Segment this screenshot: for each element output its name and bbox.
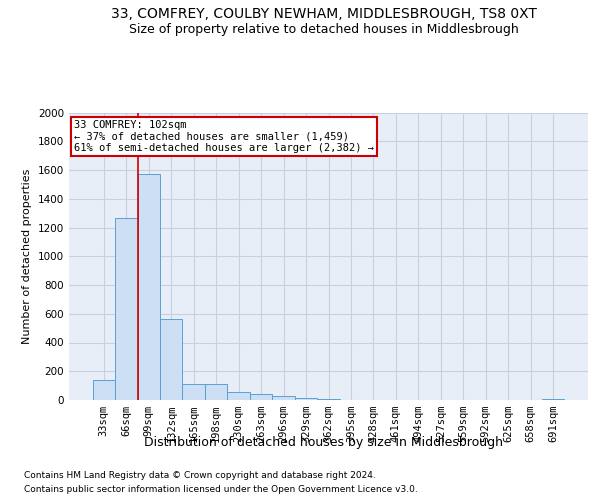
Text: Contains public sector information licensed under the Open Government Licence v3: Contains public sector information licen… [24, 484, 418, 494]
Bar [182, 384, 205, 400]
Bar [227, 392, 250, 400]
Bar [92, 380, 115, 400]
Text: 33, COMFREY, COULBY NEWHAM, MIDDLESBROUGH, TS8 0XT: 33, COMFREY, COULBY NEWHAM, MIDDLESBROUG… [111, 8, 537, 22]
Bar [250, 394, 272, 400]
Bar [205, 384, 227, 400]
Bar [115, 218, 137, 400]
Text: 33 COMFREY: 102sqm
← 37% of detached houses are smaller (1,459)
61% of semi-deta: 33 COMFREY: 102sqm ← 37% of detached hou… [74, 120, 374, 153]
Bar [137, 174, 160, 400]
Bar [272, 396, 295, 400]
Text: Contains HM Land Registry data © Crown copyright and database right 2024.: Contains HM Land Registry data © Crown c… [24, 472, 376, 480]
Text: Distribution of detached houses by size in Middlesbrough: Distribution of detached houses by size … [145, 436, 503, 449]
Bar [295, 398, 317, 400]
Bar [160, 319, 182, 400]
Text: Size of property relative to detached houses in Middlesbrough: Size of property relative to detached ho… [129, 22, 519, 36]
Y-axis label: Number of detached properties: Number of detached properties [22, 168, 32, 344]
